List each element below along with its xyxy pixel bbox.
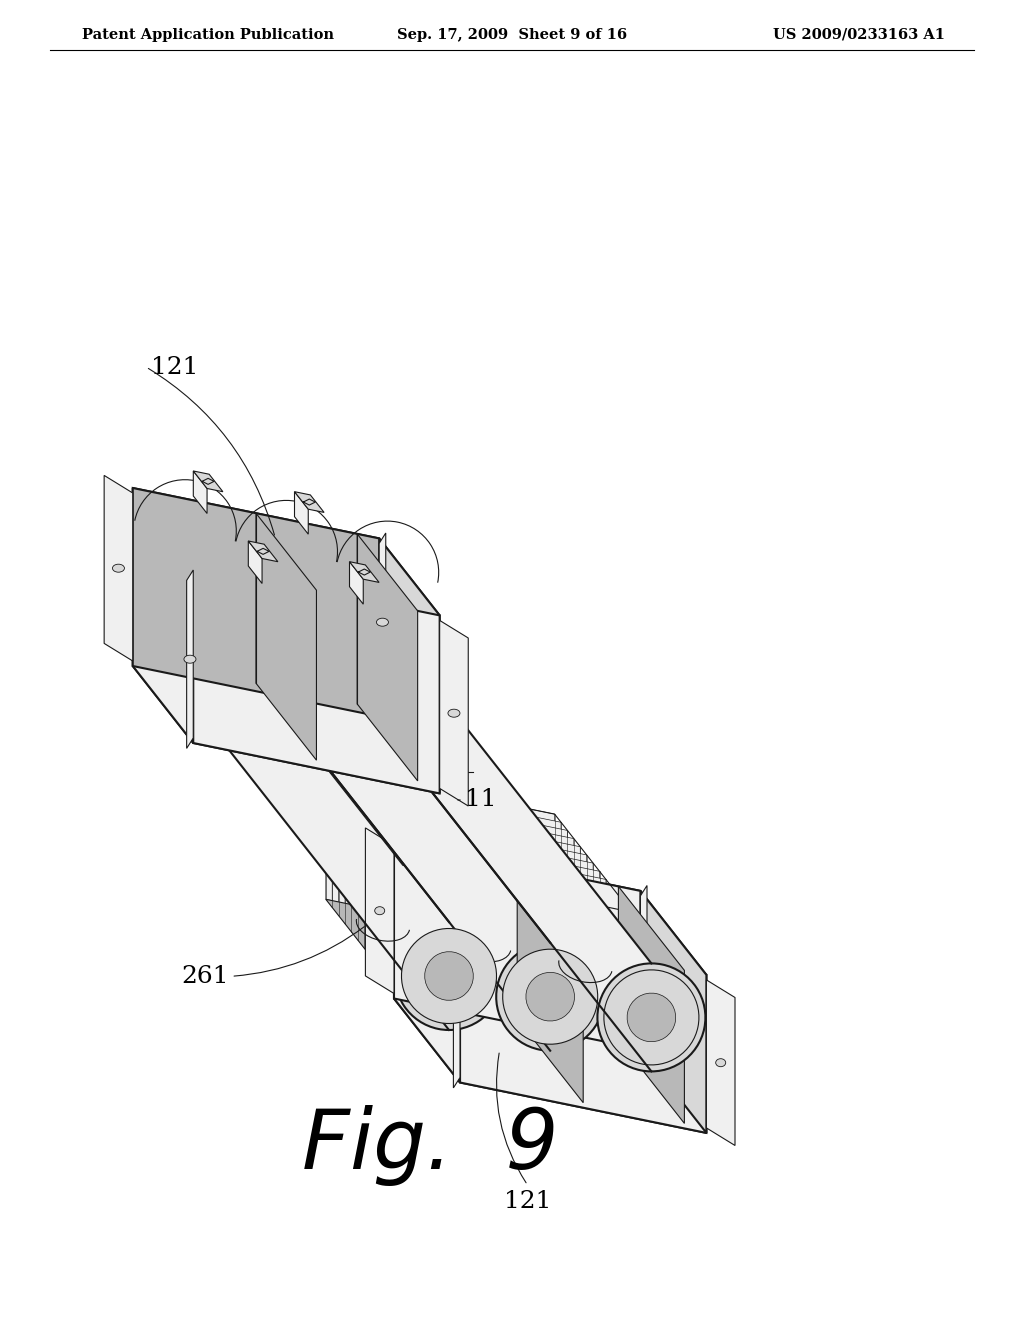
Text: Sep. 17, 2009  Sheet 9 of 16: Sep. 17, 2009 Sheet 9 of 16 xyxy=(397,28,627,42)
Polygon shape xyxy=(394,841,460,1082)
Polygon shape xyxy=(349,562,364,605)
Text: US 2009/0233163 A1: US 2009/0233163 A1 xyxy=(773,28,945,42)
Polygon shape xyxy=(286,607,550,1051)
Ellipse shape xyxy=(639,961,648,969)
Polygon shape xyxy=(616,946,645,966)
Polygon shape xyxy=(454,929,460,1088)
Ellipse shape xyxy=(184,655,196,663)
Polygon shape xyxy=(194,565,439,793)
Polygon shape xyxy=(194,471,223,492)
Ellipse shape xyxy=(425,952,473,1001)
Polygon shape xyxy=(248,541,262,583)
Polygon shape xyxy=(439,620,468,807)
Polygon shape xyxy=(556,870,585,890)
Polygon shape xyxy=(402,866,632,1044)
Ellipse shape xyxy=(131,586,239,694)
Polygon shape xyxy=(357,533,418,781)
Polygon shape xyxy=(185,586,449,1030)
Ellipse shape xyxy=(375,907,385,915)
Polygon shape xyxy=(394,841,640,1049)
Ellipse shape xyxy=(232,607,340,714)
Polygon shape xyxy=(515,925,545,946)
Polygon shape xyxy=(133,488,439,615)
Polygon shape xyxy=(707,979,735,1146)
Polygon shape xyxy=(365,816,593,995)
Polygon shape xyxy=(339,784,567,962)
Ellipse shape xyxy=(113,564,125,572)
Ellipse shape xyxy=(452,1005,462,1012)
Polygon shape xyxy=(640,891,707,1133)
Text: Patent Application Publication: Patent Application Publication xyxy=(82,28,334,42)
Polygon shape xyxy=(460,924,707,1133)
Ellipse shape xyxy=(175,630,195,649)
Ellipse shape xyxy=(378,672,397,692)
Polygon shape xyxy=(394,841,707,975)
Ellipse shape xyxy=(146,601,224,678)
Ellipse shape xyxy=(334,627,441,735)
Polygon shape xyxy=(371,825,599,1003)
Polygon shape xyxy=(640,886,647,1044)
Polygon shape xyxy=(379,539,439,793)
Polygon shape xyxy=(295,491,308,535)
Ellipse shape xyxy=(447,709,460,717)
Ellipse shape xyxy=(401,928,497,1023)
Polygon shape xyxy=(379,533,386,711)
Ellipse shape xyxy=(377,618,388,626)
Polygon shape xyxy=(357,808,587,987)
Polygon shape xyxy=(345,792,573,970)
Text: 121: 121 xyxy=(504,1191,551,1213)
Polygon shape xyxy=(351,800,581,978)
Ellipse shape xyxy=(497,942,604,1051)
Polygon shape xyxy=(394,998,707,1133)
Polygon shape xyxy=(133,488,379,717)
Polygon shape xyxy=(326,899,632,1044)
Polygon shape xyxy=(104,475,133,661)
Polygon shape xyxy=(295,491,324,512)
Polygon shape xyxy=(349,562,379,582)
Polygon shape xyxy=(133,488,194,743)
Polygon shape xyxy=(133,667,439,793)
Polygon shape xyxy=(390,849,618,1028)
Ellipse shape xyxy=(716,1059,726,1067)
Text: Fig.  9: Fig. 9 xyxy=(302,1105,558,1185)
Polygon shape xyxy=(377,833,606,1011)
Text: 121: 121 xyxy=(151,355,199,379)
Ellipse shape xyxy=(503,949,598,1044)
Text: 11: 11 xyxy=(465,788,497,812)
Polygon shape xyxy=(384,841,612,1019)
Polygon shape xyxy=(618,887,684,1123)
Ellipse shape xyxy=(526,973,574,1020)
Ellipse shape xyxy=(597,964,706,1072)
Polygon shape xyxy=(256,513,316,760)
Polygon shape xyxy=(194,471,207,513)
Ellipse shape xyxy=(627,993,676,1041)
Polygon shape xyxy=(332,775,561,954)
Polygon shape xyxy=(455,849,484,869)
Polygon shape xyxy=(248,541,278,562)
Ellipse shape xyxy=(248,622,325,700)
Text: 261: 261 xyxy=(182,965,229,987)
Polygon shape xyxy=(396,857,626,1036)
Polygon shape xyxy=(387,627,651,1072)
Ellipse shape xyxy=(348,643,426,721)
Ellipse shape xyxy=(395,921,503,1030)
Polygon shape xyxy=(326,767,555,946)
Ellipse shape xyxy=(604,970,699,1065)
Polygon shape xyxy=(517,866,584,1102)
Ellipse shape xyxy=(276,651,296,671)
Polygon shape xyxy=(186,570,194,748)
Polygon shape xyxy=(366,828,394,994)
